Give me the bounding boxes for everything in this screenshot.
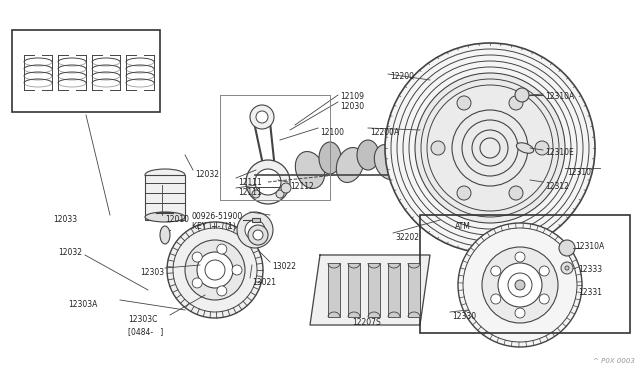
Ellipse shape bbox=[516, 143, 534, 153]
Ellipse shape bbox=[145, 212, 185, 222]
Circle shape bbox=[217, 244, 227, 254]
Circle shape bbox=[458, 223, 582, 347]
Circle shape bbox=[252, 190, 260, 198]
Circle shape bbox=[237, 212, 273, 248]
Circle shape bbox=[245, 220, 265, 240]
Text: 12330: 12330 bbox=[452, 312, 476, 321]
Circle shape bbox=[250, 105, 274, 129]
Circle shape bbox=[192, 252, 202, 262]
Ellipse shape bbox=[160, 226, 170, 244]
Bar bbox=[348, 263, 360, 317]
Circle shape bbox=[491, 266, 500, 276]
Circle shape bbox=[253, 230, 263, 240]
Circle shape bbox=[498, 263, 542, 307]
Circle shape bbox=[457, 186, 471, 200]
Circle shape bbox=[248, 225, 268, 245]
Text: 12303A: 12303A bbox=[68, 300, 97, 309]
Circle shape bbox=[515, 280, 525, 290]
Bar bbox=[220, 95, 330, 200]
Text: 12010: 12010 bbox=[165, 215, 189, 224]
Bar bbox=[220, 95, 330, 200]
Text: 12030: 12030 bbox=[340, 102, 364, 111]
Text: 12310E: 12310E bbox=[545, 148, 573, 157]
Ellipse shape bbox=[319, 142, 341, 174]
Circle shape bbox=[540, 294, 549, 304]
Circle shape bbox=[431, 141, 445, 155]
Text: [0484-   ]: [0484- ] bbox=[128, 327, 163, 336]
Circle shape bbox=[559, 240, 575, 256]
Ellipse shape bbox=[374, 144, 402, 179]
Circle shape bbox=[256, 111, 268, 123]
Circle shape bbox=[246, 160, 290, 204]
Circle shape bbox=[217, 286, 227, 296]
Text: 00926-51900: 00926-51900 bbox=[192, 212, 243, 221]
Polygon shape bbox=[310, 255, 430, 325]
Text: 12109: 12109 bbox=[340, 92, 364, 101]
Text: 12312: 12312 bbox=[545, 182, 569, 191]
Circle shape bbox=[482, 247, 558, 323]
Text: 12032: 12032 bbox=[195, 170, 219, 179]
Text: 12200: 12200 bbox=[390, 72, 414, 81]
Circle shape bbox=[561, 262, 573, 274]
Text: 12112: 12112 bbox=[290, 182, 314, 191]
Text: KEY  +-  (1): KEY +- (1) bbox=[192, 222, 236, 231]
Text: 12032: 12032 bbox=[58, 248, 82, 257]
Circle shape bbox=[255, 169, 281, 195]
Circle shape bbox=[185, 240, 245, 300]
Text: 13021: 13021 bbox=[252, 278, 276, 287]
Text: ATM: ATM bbox=[455, 222, 471, 231]
Text: 12111: 12111 bbox=[238, 178, 262, 187]
Circle shape bbox=[167, 222, 263, 318]
Ellipse shape bbox=[396, 139, 416, 167]
Text: 12310: 12310 bbox=[567, 168, 591, 177]
Circle shape bbox=[509, 186, 523, 200]
Text: 12310A: 12310A bbox=[545, 92, 574, 101]
Circle shape bbox=[515, 308, 525, 318]
Text: 12033: 12033 bbox=[53, 215, 77, 224]
Text: 12111: 12111 bbox=[238, 188, 262, 197]
Text: 32202: 32202 bbox=[395, 233, 419, 242]
Text: 12207S: 12207S bbox=[352, 318, 381, 327]
Circle shape bbox=[415, 73, 565, 223]
Circle shape bbox=[535, 141, 549, 155]
Text: 12333: 12333 bbox=[578, 265, 602, 274]
Ellipse shape bbox=[357, 140, 379, 170]
Bar bbox=[388, 263, 400, 317]
Ellipse shape bbox=[295, 151, 324, 189]
Circle shape bbox=[385, 43, 595, 253]
Bar bbox=[328, 263, 340, 317]
Circle shape bbox=[197, 252, 233, 288]
Bar bbox=[12, 30, 160, 112]
Circle shape bbox=[192, 278, 202, 288]
Circle shape bbox=[509, 96, 523, 110]
Bar bbox=[368, 263, 380, 317]
Circle shape bbox=[457, 96, 471, 110]
Circle shape bbox=[515, 252, 525, 262]
Ellipse shape bbox=[337, 148, 364, 183]
Text: 12303: 12303 bbox=[140, 268, 164, 277]
Text: 12310A: 12310A bbox=[575, 242, 604, 251]
Circle shape bbox=[540, 266, 549, 276]
Text: 13022: 13022 bbox=[272, 262, 296, 271]
Text: 12100: 12100 bbox=[320, 128, 344, 137]
Circle shape bbox=[515, 88, 529, 102]
Ellipse shape bbox=[145, 169, 185, 181]
Bar bbox=[408, 263, 420, 317]
Circle shape bbox=[232, 265, 242, 275]
Bar bbox=[252, 218, 260, 222]
Circle shape bbox=[491, 294, 500, 304]
Bar bbox=[420, 215, 630, 333]
Text: 12200A: 12200A bbox=[370, 128, 399, 137]
Text: ^ P0X 0003: ^ P0X 0003 bbox=[593, 358, 635, 364]
Circle shape bbox=[565, 266, 569, 270]
Circle shape bbox=[281, 183, 291, 193]
Text: 12331: 12331 bbox=[578, 288, 602, 297]
Circle shape bbox=[276, 190, 284, 198]
Bar bbox=[145, 175, 185, 220]
Text: 12303C: 12303C bbox=[128, 315, 157, 324]
